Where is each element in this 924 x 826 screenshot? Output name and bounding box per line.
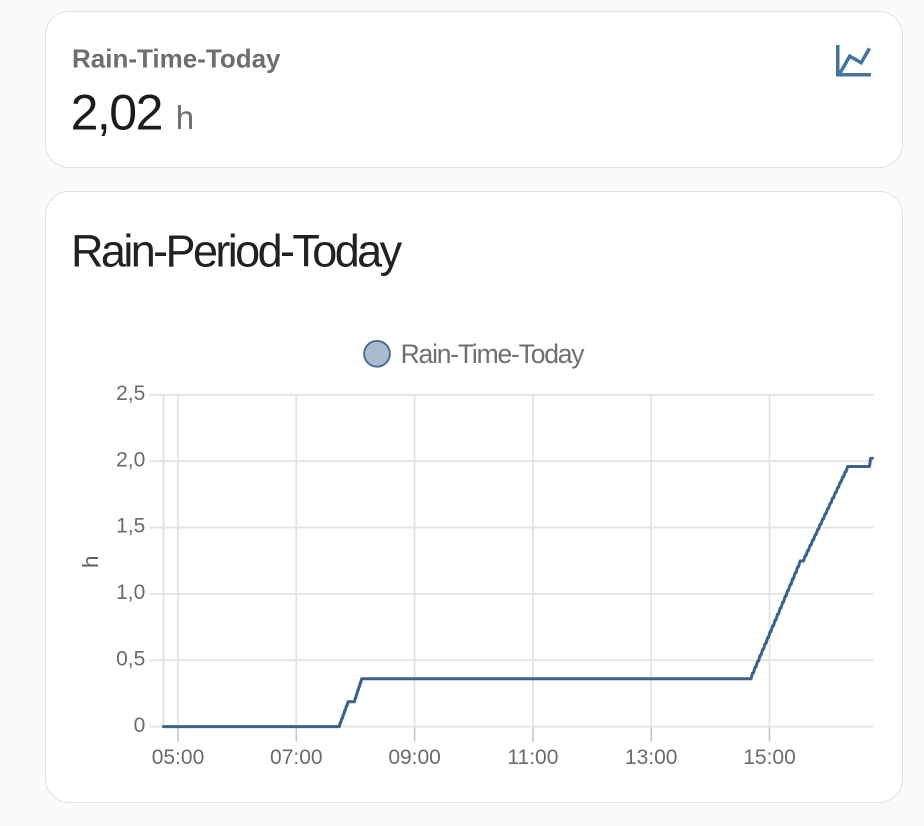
svg-text:2,02: 2,02	[71, 84, 162, 140]
svg-text:2,5: 2,5	[116, 382, 145, 405]
svg-text:Rain-Time-Today: Rain-Time-Today	[401, 339, 586, 369]
svg-text:07:00: 07:00	[270, 746, 323, 769]
svg-text:h: h	[78, 555, 103, 568]
svg-text:0: 0	[134, 714, 146, 737]
svg-text:Rain-Time-Today: Rain-Time-Today	[72, 43, 281, 73]
svg-text:05:00: 05:00	[152, 746, 205, 769]
svg-text:1,5: 1,5	[116, 515, 145, 538]
svg-text:Rain-Period-Today: Rain-Period-Today	[71, 225, 403, 276]
svg-text:0,5: 0,5	[116, 647, 145, 670]
svg-text:09:00: 09:00	[388, 746, 441, 769]
svg-text:h: h	[176, 99, 194, 136]
svg-text:11:00: 11:00	[507, 746, 558, 769]
svg-text:1,0: 1,0	[116, 581, 145, 604]
svg-text:13:00: 13:00	[625, 746, 678, 769]
svg-text:15:00: 15:00	[743, 746, 796, 769]
svg-text:2,0: 2,0	[116, 448, 145, 471]
